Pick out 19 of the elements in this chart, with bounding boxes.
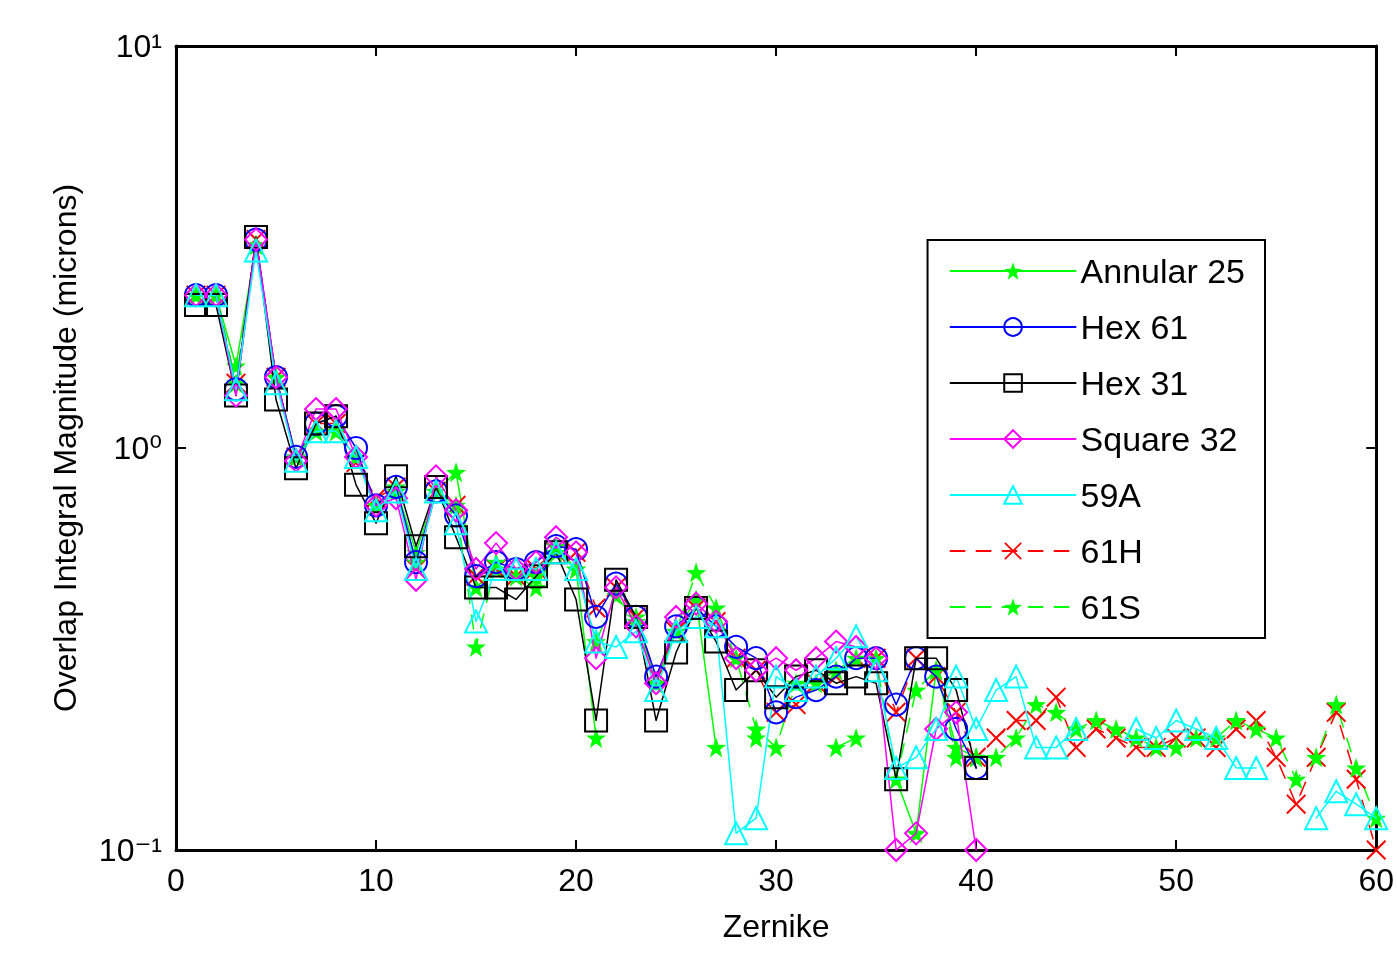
x-tick-label: 40 [958, 862, 994, 898]
legend-label: Annular 25 [1080, 252, 1246, 290]
y-tick-label: 10⁻¹ [98, 832, 162, 868]
x-tick-label: 20 [558, 862, 594, 898]
legend-label: 59A [1080, 476, 1142, 514]
legend-label: Square 32 [1080, 420, 1238, 458]
x-tick-label: 60 [1358, 862, 1394, 898]
x-tick-label: 0 [167, 862, 185, 898]
legend-label: 61H [1080, 532, 1143, 570]
y-tick-label: 10⁰ [113, 430, 162, 466]
x-tick-label: 50 [1158, 862, 1194, 898]
y-tick-label: 10¹ [115, 28, 162, 64]
legend-label: Hex 31 [1080, 364, 1189, 402]
legend-label: 61S [1080, 588, 1142, 626]
x-axis-title: Zernike [722, 908, 830, 944]
x-tick-label: 30 [758, 862, 794, 898]
x-tick-label: 10 [358, 862, 394, 898]
y-axis-title: Overlap Integral Magnitude (microns) [47, 183, 83, 713]
legend-label: Hex 61 [1080, 308, 1189, 346]
